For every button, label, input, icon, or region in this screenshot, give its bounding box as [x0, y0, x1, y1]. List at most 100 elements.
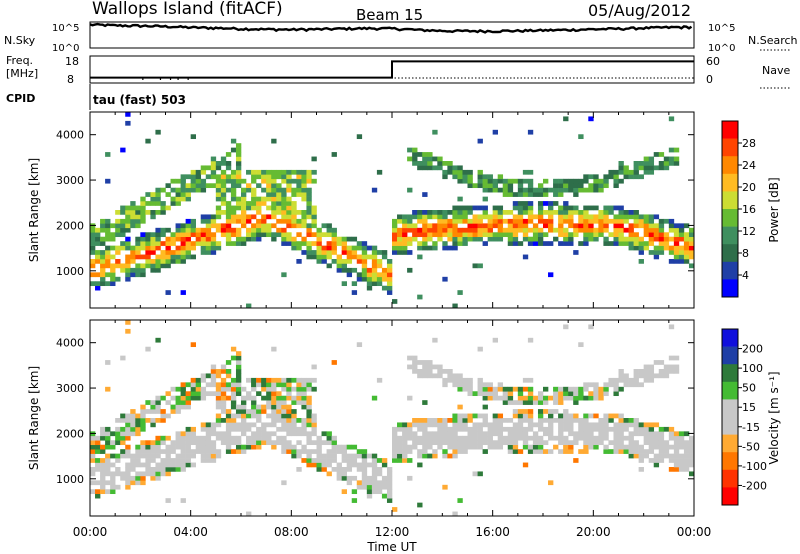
velocity-cell	[230, 449, 237, 454]
velocity-cell	[351, 444, 358, 450]
velocity-cell	[230, 386, 237, 392]
velocity-cell	[165, 471, 171, 477]
power-cell	[286, 232, 292, 238]
velocity-cell	[618, 431, 624, 437]
velocity-cell	[291, 453, 297, 459]
power-cell	[331, 250, 337, 255]
power-cell	[678, 236, 685, 242]
velocity-cell	[306, 418, 312, 423]
power-cell	[407, 241, 413, 246]
velocity-cell	[306, 413, 312, 419]
power-cell	[306, 174, 312, 180]
power-cell	[296, 178, 302, 184]
power-cell	[105, 245, 111, 251]
velocity-cell	[336, 467, 342, 472]
power-cell	[432, 214, 438, 220]
velocity-cell	[256, 377, 262, 383]
velocity-cell	[220, 395, 227, 401]
power-cell	[593, 187, 599, 193]
velocity-cell	[180, 435, 186, 441]
velocity-cell	[397, 449, 403, 454]
power-cell	[638, 259, 644, 264]
velocity-cell	[638, 431, 644, 437]
power-cell	[447, 227, 453, 233]
power-cell	[522, 187, 529, 193]
velocity-cell	[477, 382, 483, 388]
velocity-cell	[366, 493, 373, 499]
colorbar-block	[722, 364, 738, 383]
velocity-cell	[553, 400, 559, 405]
power-cell	[653, 227, 660, 233]
power-cell	[210, 183, 217, 189]
velocity-cell	[281, 377, 287, 383]
velocity-cell	[467, 386, 473, 392]
velocity-cell	[371, 462, 378, 468]
power-cell	[125, 236, 131, 242]
power-cell	[301, 250, 307, 255]
velocity-cell	[517, 431, 524, 437]
power-cell	[422, 165, 428, 171]
velocity-cell	[195, 440, 202, 446]
power-cell	[235, 214, 242, 220]
velocity-cell	[442, 449, 448, 454]
power-cell	[472, 263, 478, 269]
power-cell	[241, 178, 247, 184]
power-cell	[437, 165, 443, 171]
velocity-cell	[251, 386, 257, 392]
power-cell	[462, 218, 468, 224]
velocity-cell	[301, 458, 307, 463]
velocity-cell	[110, 431, 116, 437]
power-cell	[648, 232, 655, 238]
velocity-cell	[477, 440, 483, 446]
velocity-cell	[422, 400, 428, 405]
velocity-cell	[215, 386, 222, 392]
power-cell	[281, 196, 287, 202]
velocity-cell	[402, 458, 408, 463]
power-cell	[683, 250, 690, 255]
velocity-cell	[135, 458, 141, 463]
velocity-cell	[568, 440, 574, 446]
velocity-cell	[241, 404, 247, 410]
velocity-cell	[673, 369, 680, 374]
velocity-cell	[683, 449, 690, 454]
power-cell	[593, 232, 599, 238]
power-cell	[205, 218, 212, 224]
power-cell	[618, 223, 624, 229]
velocity-cell	[195, 382, 202, 388]
power-cell	[613, 183, 619, 189]
power-cell	[266, 174, 272, 180]
velocity-cell	[462, 418, 468, 423]
power-cell	[90, 272, 96, 278]
velocity-cell	[447, 431, 453, 437]
velocity-cell	[215, 404, 222, 410]
velocity-cell	[618, 413, 624, 419]
velocity-cell	[512, 386, 519, 392]
velocity-cell	[633, 377, 639, 383]
velocity-cell	[281, 404, 287, 410]
power-cell	[522, 205, 529, 211]
power-cell	[331, 236, 337, 242]
power-cell	[155, 236, 161, 242]
velocity-colorbar-frame	[721, 328, 739, 506]
power-cell	[613, 218, 619, 224]
velocity-cell	[477, 435, 483, 441]
velocity-cell	[135, 444, 141, 450]
velocity-cell	[120, 413, 126, 419]
velocity-cell	[548, 395, 554, 401]
power-cell	[230, 214, 237, 220]
velocity-cell	[241, 395, 247, 401]
velocity-cell	[331, 440, 337, 446]
power-cell	[447, 223, 453, 229]
velocity-cell	[442, 431, 448, 437]
power-cell	[220, 223, 227, 229]
power-cell	[452, 165, 458, 171]
power-cell	[155, 245, 161, 251]
power-cell	[512, 223, 519, 229]
power-cell	[618, 227, 624, 233]
power-cell	[281, 178, 287, 184]
velocity-cell	[100, 449, 106, 454]
velocity-cell	[643, 422, 649, 428]
velocity-cell	[210, 369, 217, 374]
velocity-cell	[678, 435, 685, 441]
